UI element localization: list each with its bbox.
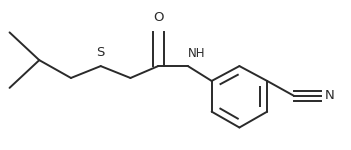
Text: N: N	[325, 89, 335, 102]
Text: S: S	[97, 46, 105, 59]
Text: NH: NH	[188, 47, 205, 60]
Text: O: O	[153, 11, 164, 24]
